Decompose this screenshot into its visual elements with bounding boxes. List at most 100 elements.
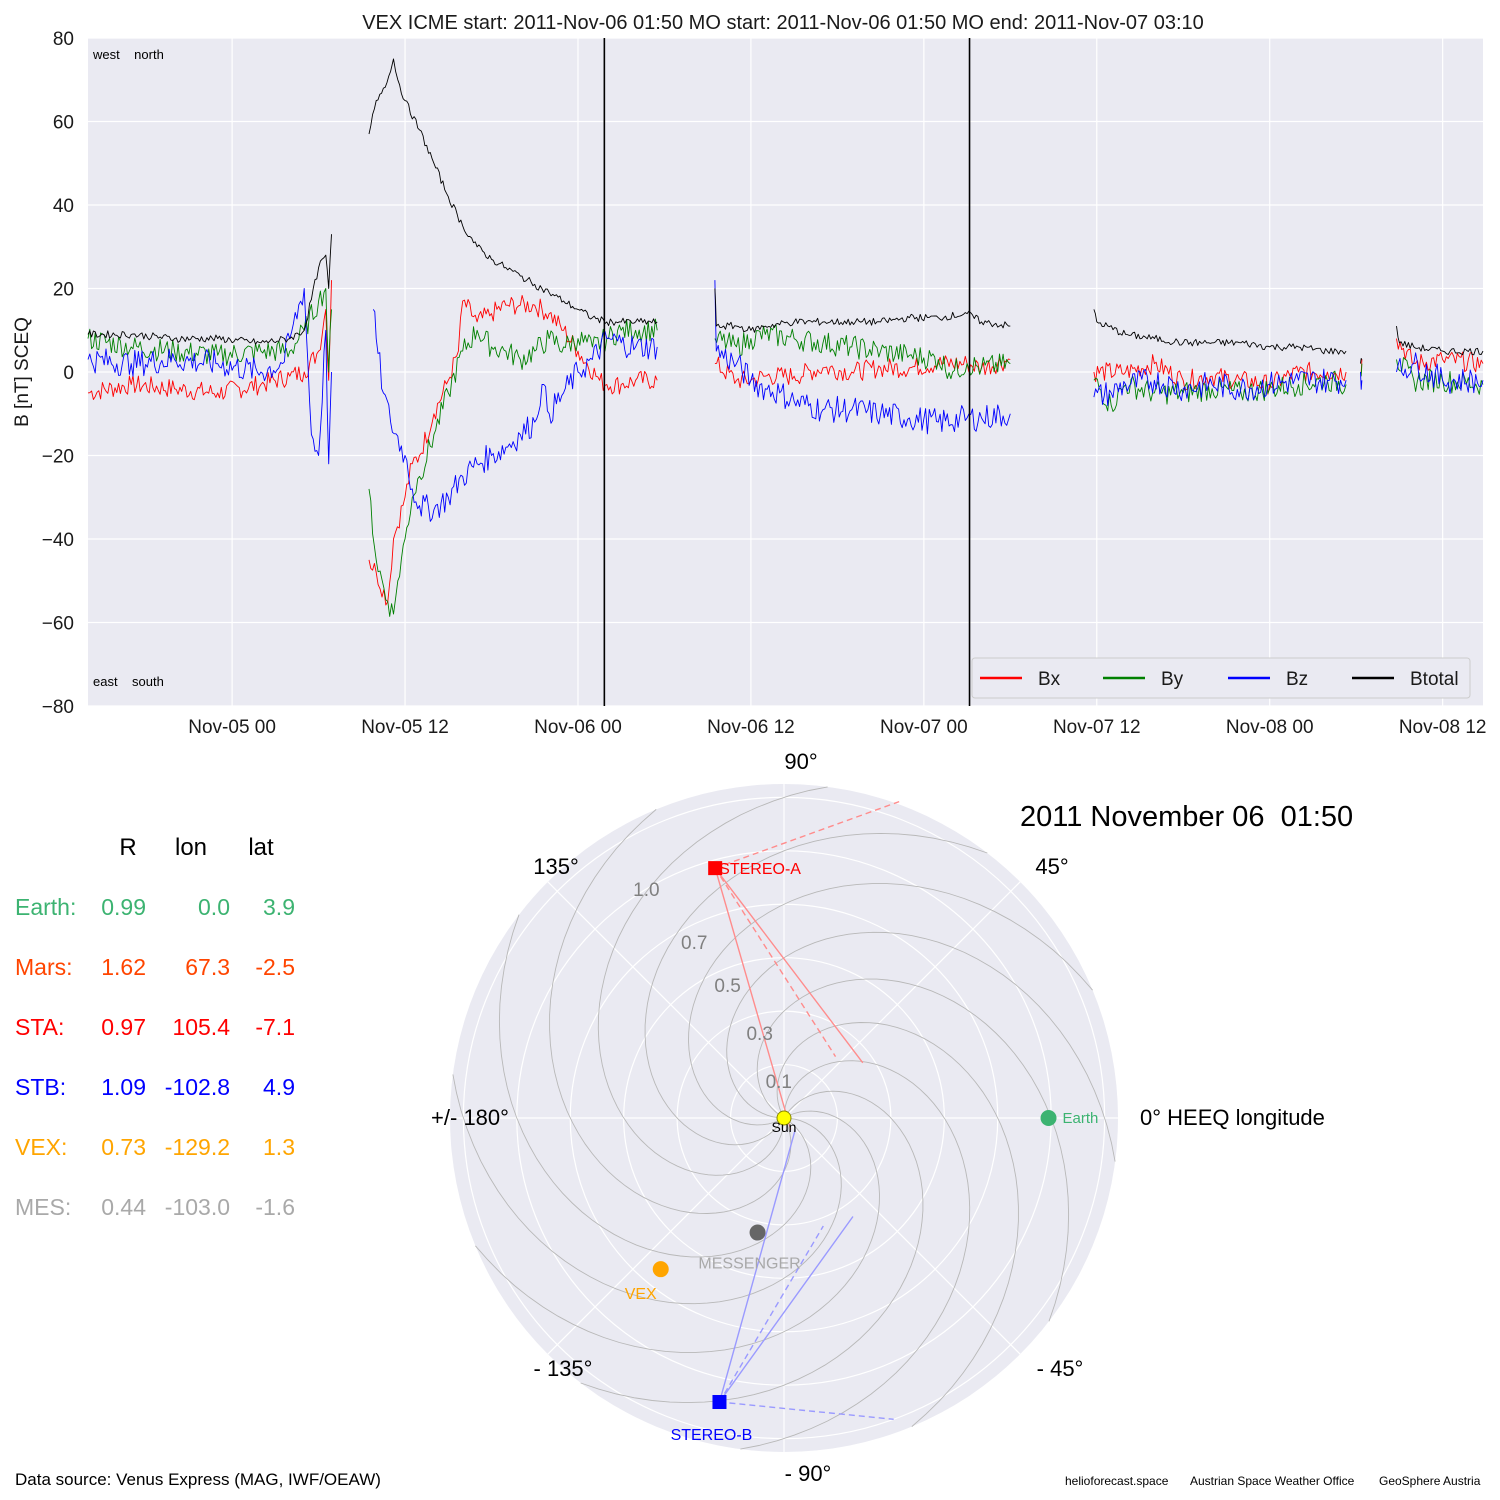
table-cell-name: VEX:	[15, 1134, 67, 1160]
angle-tick-label: - 135°	[534, 1356, 593, 1381]
y-tick-label: 60	[53, 113, 74, 134]
table-cell-r: 0.99	[101, 894, 146, 920]
position-label-messenger: MESSENGER	[698, 1256, 800, 1273]
parker-spiral-line	[776, 1022, 1019, 1427]
parker-spiral-line	[740, 1060, 971, 1450]
credit-geosphere-austria: GeoSphere Austria	[1379, 1474, 1481, 1488]
table-row: Mars: 1.62 67.3 -2.5	[15, 954, 295, 980]
y-tick-labels: −80 −60 −40 −20 0 20 40 60 80	[42, 29, 74, 718]
legend-box	[971, 657, 1471, 699]
position-marker-stereo-b	[712, 1395, 727, 1410]
table-row: STB: 1.09 -102.8 4.9	[15, 1074, 295, 1100]
spacecraft-positions: Sun Earth STEREO-A STEREO-B VEX MESSENGER	[625, 861, 1099, 1444]
table-cell-lat: -7.1	[255, 1014, 295, 1040]
parker-spiral-line	[452, 1074, 842, 1305]
table-row: Earth: 0.99 0.0 3.9	[15, 894, 295, 920]
legend-label-bz: Bz	[1286, 669, 1308, 690]
fov-line	[718, 1129, 797, 1403]
position-label-stereo-a: STEREO-A	[719, 861, 801, 878]
field-of-view-lines	[714, 800, 900, 1420]
table-cell-lat: 1.3	[263, 1134, 295, 1160]
table-cell-lon: -103.0	[165, 1194, 230, 1220]
table-row: MES: 0.44 -103.0 -1.6	[15, 1194, 295, 1220]
legend-label-btotal: Btotal	[1410, 669, 1459, 690]
parker-spiral-line	[756, 978, 1070, 1322]
fov-line	[714, 800, 900, 869]
table-cell-lon: 0.0	[198, 894, 230, 920]
y-tick-label: 20	[53, 280, 74, 301]
table-cell-r: 1.09	[101, 1074, 146, 1100]
time-series-lines	[87, 58, 1484, 617]
y-tick-label: −60	[42, 614, 74, 635]
parker-spiral-line	[597, 786, 828, 1176]
position-label-earth: Earth	[1063, 1110, 1099, 1127]
y-tick-label: −40	[42, 530, 74, 551]
position-marker-stereo-a	[708, 861, 723, 876]
x-tick-label: Nov-05 00	[188, 717, 276, 738]
table-cell-r: 0.73	[101, 1134, 146, 1160]
parker-spiral-line	[580, 1090, 924, 1404]
angle-tick-label: 135°	[533, 854, 579, 879]
angle-tick-labels: 90° 45° 0° HEEQ longitude - 45° - 90° - 135° +…	[431, 749, 1325, 1486]
x-tick-label: Nov-07 00	[880, 717, 968, 738]
angle-tick-label: - 45°	[1037, 1356, 1084, 1381]
table-header-r: R	[119, 834, 136, 861]
table-cell-name: Mars:	[15, 954, 73, 980]
series-line-btotal	[87, 58, 1484, 364]
position-marker-messenger	[749, 1224, 766, 1241]
radial-tick-label: 0.1	[766, 1072, 792, 1093]
position-marker-earth	[1040, 1110, 1057, 1126]
parker-spiral-line	[498, 914, 812, 1258]
series-line-bx	[87, 280, 1484, 606]
parker-spiral-line	[475, 1110, 880, 1353]
table-cell-lat: 3.9	[263, 894, 295, 920]
angle-tick-label: +/- 180°	[431, 1105, 509, 1130]
y-tick-label: −20	[42, 447, 74, 468]
parker-spiral-line	[688, 883, 1093, 1126]
angle-tick-label: 0° HEEQ longitude	[1140, 1105, 1325, 1130]
position-label-stereo-b: STEREO-B	[671, 1427, 753, 1444]
x-tick-label: Nov-08 00	[1226, 717, 1314, 738]
corner-label-top: west north	[92, 47, 164, 62]
legend: Bx By Bz Btotal	[971, 657, 1471, 699]
table-cell-r: 0.44	[101, 1194, 146, 1220]
radial-tick-label: 1.0	[633, 880, 659, 901]
series-line-bz	[87, 280, 1484, 522]
polar-date-title: 2011 November 06 01:50	[1020, 801, 1353, 833]
table-header-lat: lat	[248, 834, 274, 861]
table-cell-name: STB:	[15, 1074, 66, 1100]
data-source-note: Data source: Venus Express (MAG, IWF/OEA…	[15, 1470, 381, 1489]
fov-line	[714, 867, 792, 1130]
parker-spiral-lines	[452, 786, 1116, 1450]
table-header-lon: lon	[175, 834, 207, 861]
position-marker-sun	[776, 1110, 792, 1126]
event-lines	[603, 38, 971, 706]
table-cell-lat: 4.9	[263, 1074, 295, 1100]
credit-helioforecast: helioforecast.space	[1065, 1474, 1169, 1488]
table-cell-lon: 105.4	[172, 1014, 230, 1040]
table-cell-lon: -102.8	[165, 1074, 230, 1100]
angle-tick-label: 90°	[784, 749, 817, 774]
table-rows: Earth: 0.99 0.0 3.9 Mars: 1.62 67.3 -2.5 STA: 0.9…	[15, 894, 295, 1220]
y-tick-label: 80	[53, 29, 74, 50]
y-tick-label: 0	[63, 363, 74, 384]
table-cell-lon: 67.3	[185, 954, 230, 980]
table-row: STA: 0.97 105.4 -7.1	[15, 1014, 295, 1040]
parker-spiral-line	[726, 931, 1116, 1162]
position-label-vex: VEX	[625, 1286, 657, 1303]
x-tick-label: Nov-08 12	[1399, 717, 1487, 738]
radial-tick-labels: 0.1 0.3 0.5 0.7 1.0	[633, 880, 792, 1093]
table-cell-name: STA:	[15, 1014, 64, 1040]
credit-austrian-space-weather-office: Austrian Space Weather Office	[1190, 1474, 1355, 1488]
y-axis-label: B [nT] SCEQ	[12, 317, 33, 427]
position-marker-vex	[652, 1261, 669, 1278]
legend-label-by: By	[1161, 669, 1184, 690]
x-tick-label: Nov-05 12	[361, 717, 449, 738]
y-tick-label: −80	[42, 697, 74, 718]
radial-tick-label: 0.3	[746, 1024, 772, 1045]
x-tick-label: Nov-07 12	[1053, 717, 1141, 738]
fov-line	[718, 1225, 824, 1403]
fov-line	[714, 867, 864, 1064]
